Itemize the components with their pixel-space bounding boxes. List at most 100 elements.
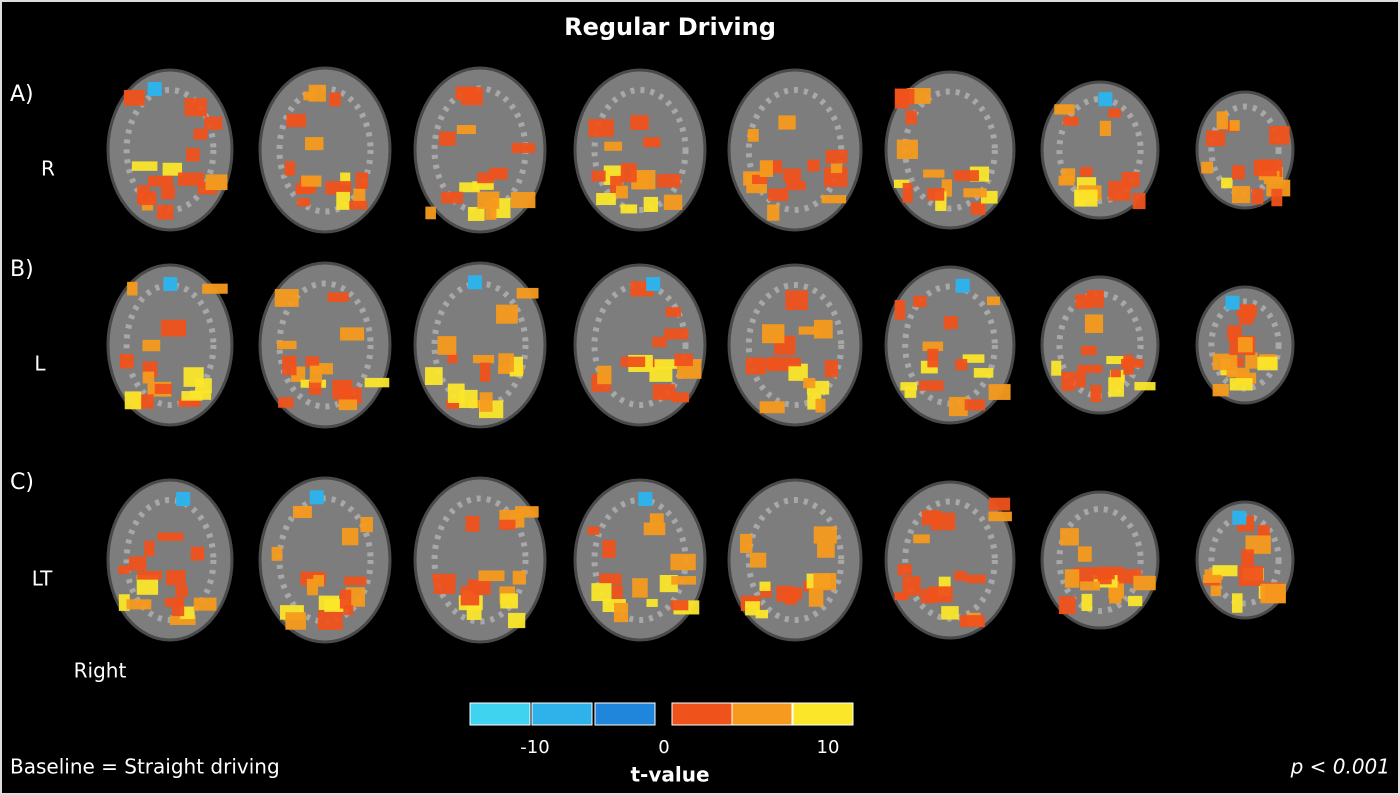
activation [1123,354,1134,375]
activation [432,573,456,583]
deactivation [1225,295,1240,310]
activation [964,399,986,411]
colorbar-tick-label: -10 [520,737,549,758]
activation [175,585,188,598]
activation [305,356,320,368]
activation [1134,382,1156,391]
activation [156,204,174,220]
brain-inner [276,280,374,410]
activation [620,163,637,183]
activation [1121,171,1140,188]
activation [137,185,150,203]
activation [1237,337,1253,353]
activation [1260,583,1286,604]
activation [142,339,161,352]
activation [128,556,147,571]
activation [759,160,773,178]
title: Regular Driving [564,13,776,41]
activation [752,174,768,185]
activation [467,206,485,221]
activation [332,379,353,400]
activation [602,540,616,559]
activation [178,398,201,407]
brain-inner [591,87,689,213]
activation [172,599,185,617]
activation [1077,546,1092,562]
activation [1051,360,1062,376]
activation [327,292,349,302]
activation [1074,189,1098,207]
activation [349,200,368,210]
deactivation [646,277,661,291]
activation [665,307,681,317]
activation [285,612,306,630]
activation [466,602,482,620]
activation [162,162,183,176]
activation [144,540,155,557]
activation [897,564,912,576]
activation [922,341,944,351]
activation [813,319,833,339]
activation [437,336,457,355]
activation [1084,314,1104,333]
activation [817,543,835,558]
activation [632,578,648,598]
activation [902,576,921,596]
activation [136,574,159,595]
activation [1212,383,1229,397]
activation [1063,116,1079,126]
activation [755,609,769,619]
activation [767,204,780,221]
activation [510,191,536,209]
activation [507,612,526,629]
activation [587,526,600,535]
activation [311,363,333,375]
activation [1253,160,1277,177]
activation [825,149,848,164]
colorbar-segment [671,702,733,726]
activation [181,391,203,401]
activation [313,575,324,587]
activation [1239,314,1254,325]
activation [759,401,785,414]
activation [286,113,307,128]
activation [813,526,837,544]
activation [824,360,838,378]
activation [271,546,283,561]
activation [830,163,843,174]
activation [142,371,155,384]
activation [941,179,952,197]
activation [512,570,526,585]
activation [785,181,806,191]
activation [1109,586,1122,604]
activation [282,355,297,376]
activation [169,615,196,626]
activation [157,532,184,541]
activation [599,573,622,585]
activation [309,365,322,383]
activation [943,316,958,330]
activation [472,354,495,364]
activation [656,174,681,188]
condition-label: L [34,352,46,376]
activation [913,534,930,544]
activation [317,610,343,630]
activation [652,336,667,348]
activation [123,89,145,106]
activation [1221,177,1233,189]
activation [1106,356,1130,365]
activation [204,116,223,130]
activation [962,354,985,363]
activation [928,586,953,603]
activation [923,169,945,178]
baseline-note: Baseline = Straight driving [10,755,280,779]
activation [1229,378,1253,391]
activation [340,172,351,185]
activation [955,358,968,371]
deactivation [163,277,178,291]
activation [954,570,967,581]
activation [338,399,358,411]
activation [1245,535,1271,554]
activation [905,110,917,125]
